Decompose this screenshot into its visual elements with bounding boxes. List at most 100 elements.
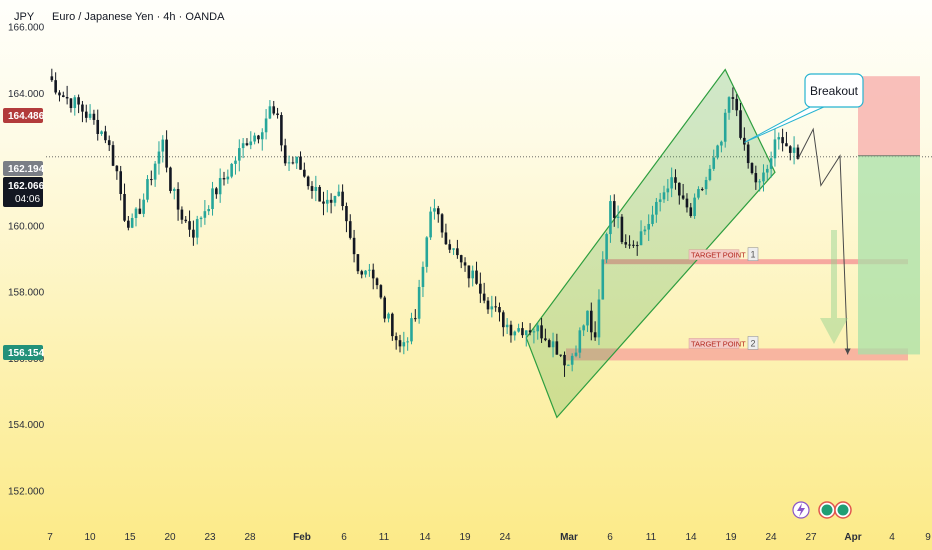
candle-body xyxy=(134,208,138,218)
candle-body xyxy=(115,165,119,172)
candle-body xyxy=(532,331,536,333)
candle-body xyxy=(368,269,371,271)
candle-body xyxy=(670,177,673,189)
candle-body xyxy=(65,97,69,99)
candle-body xyxy=(379,285,383,298)
candle-body xyxy=(651,214,654,224)
candle-body xyxy=(226,176,230,180)
high-price-badge: 164.486 xyxy=(3,108,45,123)
channel-body[interactable] xyxy=(525,68,776,419)
candle-body xyxy=(77,97,80,105)
candle-body xyxy=(643,229,647,232)
candle-body xyxy=(716,145,719,158)
candle-body xyxy=(295,156,298,164)
ascending-channel[interactable] xyxy=(525,68,776,419)
candle-body xyxy=(452,248,455,250)
candle-body xyxy=(517,328,520,332)
candle-body xyxy=(475,270,478,284)
candle-body xyxy=(708,168,712,181)
candle-body xyxy=(371,269,375,279)
candle-body xyxy=(157,151,161,164)
candle-body xyxy=(165,139,168,168)
breakout-text: Breakout xyxy=(810,84,859,98)
x-tick-label: Feb xyxy=(293,532,311,543)
candle-body xyxy=(586,310,589,326)
x-tick-label: 19 xyxy=(459,532,471,543)
candle-body xyxy=(624,242,628,245)
candle-body xyxy=(410,318,413,342)
candle-body xyxy=(100,131,103,134)
candle-body xyxy=(743,137,746,145)
candle-body xyxy=(498,307,501,313)
candle-body xyxy=(639,231,643,246)
candle-body xyxy=(593,332,597,338)
candle-body xyxy=(249,141,253,146)
stop-loss-zone[interactable] xyxy=(858,76,920,156)
lightning-icon[interactable] xyxy=(792,501,810,519)
target-point-1-label[interactable]: TARGET POINT 1 xyxy=(688,247,759,261)
candle-body xyxy=(119,171,122,194)
x-tick-label: 4 xyxy=(889,532,895,543)
candle-body xyxy=(280,115,283,146)
candle-body xyxy=(574,352,578,356)
candle-body xyxy=(746,144,750,164)
candle-body xyxy=(773,139,777,159)
candle-body xyxy=(276,113,279,116)
candle-body xyxy=(505,324,509,328)
x-tick-label: 15 xyxy=(124,532,136,543)
projection-path[interactable] xyxy=(797,127,851,355)
target-point-1-number: 1 xyxy=(751,250,756,260)
svg-text:162.194: 162.194 xyxy=(8,164,45,175)
candle-body xyxy=(597,299,601,338)
candle-body xyxy=(142,199,145,214)
candle-body xyxy=(429,211,432,238)
target-2-zone[interactable] xyxy=(566,348,908,361)
x-tick-label: 23 xyxy=(204,532,216,543)
candle-body xyxy=(559,354,562,356)
candle-body xyxy=(107,140,111,146)
projection-line[interactable] xyxy=(797,127,849,355)
candle-body xyxy=(551,341,555,348)
candle-body xyxy=(425,237,429,267)
countdown-text: 04:06 xyxy=(15,194,40,205)
take-profit-zone[interactable] xyxy=(858,155,920,355)
target-point-2-text: TARGET POINT xyxy=(691,339,746,348)
candle-body xyxy=(73,97,77,109)
candle-body xyxy=(693,197,696,217)
candle-body xyxy=(337,191,341,196)
drawing-zones xyxy=(566,76,920,361)
indicator-dot-icon[interactable] xyxy=(818,501,836,519)
breakout-callout[interactable]: Breakout xyxy=(744,73,864,143)
candle-body xyxy=(84,111,88,118)
candle-body xyxy=(727,97,731,113)
candle-body xyxy=(188,221,191,230)
candle-body xyxy=(169,167,172,191)
candle-body xyxy=(674,177,677,183)
candle-body xyxy=(635,245,639,247)
candle-body xyxy=(123,193,126,221)
candle-body xyxy=(681,195,685,199)
candle-body xyxy=(524,330,528,336)
symbol-tab[interactable]: JPY xyxy=(14,11,35,23)
candle-body xyxy=(153,163,157,180)
candle-body xyxy=(398,340,402,347)
candle-body xyxy=(433,208,436,212)
candle-body xyxy=(352,237,356,255)
candle-body xyxy=(402,342,406,347)
candle-body xyxy=(230,163,233,177)
candle-body xyxy=(750,163,754,174)
down-arrow-icon xyxy=(820,230,848,344)
candle-body xyxy=(463,262,467,266)
candle-body xyxy=(655,201,658,215)
candle-body xyxy=(234,160,237,164)
candle-body xyxy=(720,141,723,146)
candle-body xyxy=(203,211,207,218)
target-1-zone[interactable] xyxy=(604,259,908,265)
target-point-2-label[interactable]: TARGET POINT 2 xyxy=(688,336,759,350)
candle-body xyxy=(547,340,551,348)
candle-body xyxy=(616,216,620,218)
candle-body xyxy=(180,209,184,220)
indicator-dot-icon[interactable] xyxy=(834,501,852,519)
y-tick-label: 166.000 xyxy=(8,23,45,34)
